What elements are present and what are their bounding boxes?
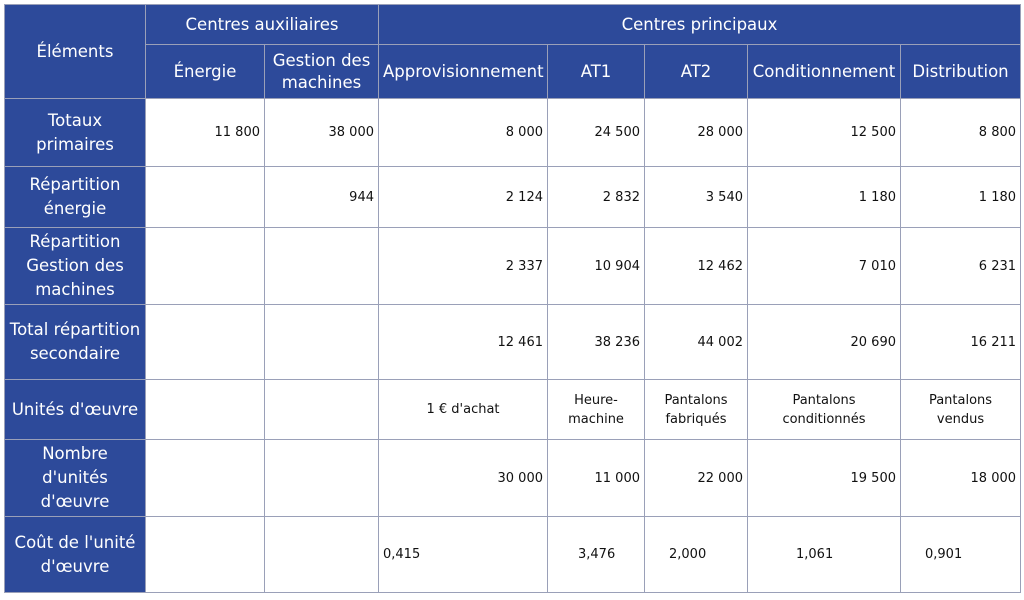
table-cell: 30 000 bbox=[378, 439, 548, 517]
aux-centers-header: Centres auxiliaires bbox=[145, 4, 379, 45]
cost-distribution-table: Éléments Centres auxiliaires Centres pri… bbox=[4, 4, 1022, 593]
main-centers-header: Centres principaux bbox=[377, 4, 1022, 45]
table-cell: 0,415 bbox=[378, 516, 548, 593]
table-cell: Pantalons conditionnés bbox=[747, 379, 901, 440]
table-cell: 12 500 bbox=[747, 98, 901, 167]
row-label: Total répartition secondaire bbox=[4, 304, 146, 380]
col-header-distribution: Distribution bbox=[899, 44, 1022, 99]
table-row: Coût de l'unité d'œuvre 0,415 3,476 2,00… bbox=[4, 516, 1022, 593]
table-cell bbox=[145, 304, 265, 380]
table-cell bbox=[264, 516, 379, 593]
elements-header: Éléments bbox=[4, 4, 146, 99]
table-cell: 38 000 bbox=[264, 98, 379, 167]
table-cell: 22 000 bbox=[644, 439, 748, 517]
row-label: Unités d'œuvre bbox=[4, 379, 146, 440]
table-cell: 1 € d'achat bbox=[378, 379, 548, 440]
table-cell bbox=[145, 439, 265, 517]
table-cell: 16 211 bbox=[899, 304, 1022, 380]
table-cell: 6 231 bbox=[899, 227, 1022, 305]
table-cell: 20 690 bbox=[747, 304, 901, 380]
row-label: Totaux primaires bbox=[4, 98, 146, 167]
table-cell: 11 800 bbox=[145, 98, 265, 167]
table-cell: 2 337 bbox=[378, 227, 548, 305]
col-header-approvisionnement: Approvisionnement bbox=[378, 44, 548, 99]
table-cell: 18 000 bbox=[899, 439, 1022, 517]
table-row: Nombre d'unités d'œuvre 30 000 11 000 22… bbox=[4, 439, 1022, 517]
table-cell: 1 180 bbox=[747, 166, 901, 228]
table-cell: 24 500 bbox=[547, 98, 645, 167]
table-cell: 3 540 bbox=[644, 166, 748, 228]
table-cell: 8 800 bbox=[899, 98, 1022, 167]
table-cell: 10 904 bbox=[547, 227, 645, 305]
table-cell: Pantalons fabriqués bbox=[644, 379, 748, 440]
table-cell: 1,061 bbox=[747, 516, 901, 593]
table-cell: 3,476 bbox=[547, 516, 645, 593]
col-header-gestion-machines: Gestion des machines bbox=[264, 44, 379, 99]
table-cell bbox=[264, 379, 379, 440]
table-cell: 2 124 bbox=[378, 166, 548, 228]
table-cell: 0,901 bbox=[899, 516, 1022, 593]
table-cell bbox=[264, 304, 379, 380]
table-row: Totaux primaires 11 800 38 000 8 000 24 … bbox=[4, 98, 1022, 167]
table-cell bbox=[145, 166, 265, 228]
col-header-at2: AT2 bbox=[644, 44, 748, 99]
table-cell: 19 500 bbox=[747, 439, 901, 517]
table-cell: 1 180 bbox=[899, 166, 1022, 228]
table-cell: Heure-machine bbox=[547, 379, 645, 440]
row-label: Répartition énergie bbox=[4, 166, 146, 228]
table-cell bbox=[264, 227, 379, 305]
table-cell bbox=[145, 516, 265, 593]
row-label: Coût de l'unité d'œuvre bbox=[4, 516, 146, 593]
row-label: Répartition Gestion des machines bbox=[4, 227, 146, 305]
table-cell: 38 236 bbox=[547, 304, 645, 380]
table-row: Répartition énergie 944 2 124 2 832 3 54… bbox=[4, 166, 1022, 228]
table-cell: 44 002 bbox=[644, 304, 748, 380]
table-cell: 2,000 bbox=[644, 516, 748, 593]
table-row: Total répartition secondaire 12 461 38 2… bbox=[4, 304, 1022, 380]
table-cell: 8 000 bbox=[378, 98, 548, 167]
table-row: Unités d'œuvre 1 € d'achat Heure-machine… bbox=[4, 379, 1022, 440]
table-cell bbox=[145, 227, 265, 305]
table-cell: 28 000 bbox=[644, 98, 748, 167]
table-cell: 12 462 bbox=[644, 227, 748, 305]
col-header-energie: Énergie bbox=[145, 44, 265, 99]
table-cell: 11 000 bbox=[547, 439, 645, 517]
row-label: Nombre d'unités d'œuvre bbox=[4, 439, 146, 517]
table-row: Répartition Gestion des machines 2 337 1… bbox=[4, 227, 1022, 305]
col-header-conditionnement: Conditionnement bbox=[747, 44, 901, 99]
table-cell bbox=[264, 439, 379, 517]
col-header-at1: AT1 bbox=[547, 44, 645, 99]
table-cell: 944 bbox=[264, 166, 379, 228]
table-cell: Pantalons vendus bbox=[899, 379, 1022, 440]
table-cell: 2 832 bbox=[547, 166, 645, 228]
table-cell bbox=[145, 379, 265, 440]
table-cell: 7 010 bbox=[747, 227, 901, 305]
table-cell: 12 461 bbox=[378, 304, 548, 380]
